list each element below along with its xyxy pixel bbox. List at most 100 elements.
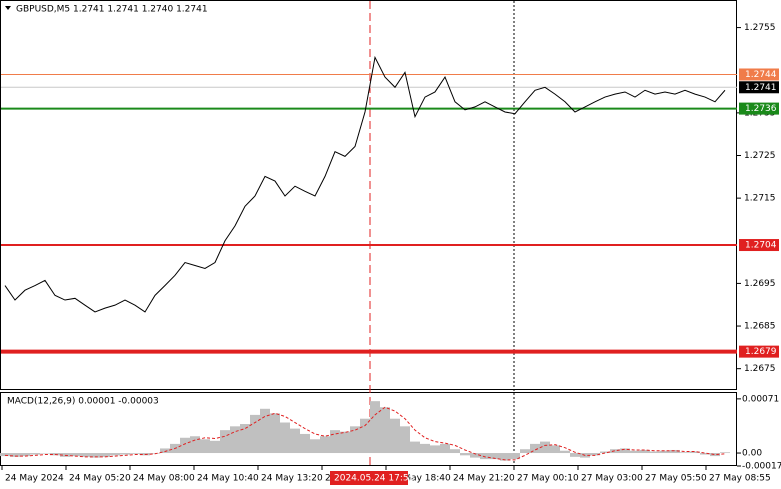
histogram-bar bbox=[210, 440, 220, 454]
histogram-bar bbox=[190, 436, 200, 454]
histogram-bar bbox=[30, 453, 40, 455]
histogram-bar bbox=[240, 424, 250, 454]
x-tick-label: 24 May 21:20 bbox=[453, 474, 515, 484]
title-arrow bbox=[5, 6, 11, 10]
x-tick-label: 27 May 08:55 bbox=[709, 474, 771, 484]
histogram-bar bbox=[700, 453, 710, 455]
histogram-bar bbox=[350, 426, 360, 454]
histogram-bar bbox=[260, 408, 270, 454]
y-tick-label: -0.00017 bbox=[742, 462, 781, 472]
histogram-bar bbox=[670, 449, 680, 454]
level-label: 1.2704 bbox=[745, 241, 777, 251]
histogram-bar bbox=[290, 428, 300, 454]
x-tick-label: 24 May 10:40 bbox=[197, 474, 259, 484]
histogram-bar bbox=[310, 439, 320, 454]
histogram-bar bbox=[610, 449, 620, 454]
histogram-bar bbox=[230, 426, 240, 454]
y-tick-label: 1.2755 bbox=[744, 23, 776, 33]
histogram-bar bbox=[540, 441, 550, 454]
price-pane bbox=[0, 0, 737, 390]
histogram-bar bbox=[200, 439, 210, 454]
histogram-bar bbox=[680, 452, 690, 454]
histogram-bar bbox=[250, 414, 260, 454]
histogram-bar bbox=[380, 407, 390, 454]
histogram-bar bbox=[20, 453, 30, 457]
histogram-bar bbox=[510, 453, 520, 460]
histogram-bar bbox=[560, 450, 570, 454]
histogram-bar bbox=[480, 453, 490, 460]
histogram-bar bbox=[650, 451, 660, 454]
histogram-bar bbox=[630, 450, 640, 454]
x-tick-label: 24 May 05:20 bbox=[69, 474, 131, 484]
x-tick-label: 24 May 2024 bbox=[5, 474, 64, 484]
histogram-bar bbox=[180, 437, 190, 454]
histogram-bar bbox=[430, 445, 440, 454]
histogram-bar bbox=[300, 433, 310, 454]
level-label: 1.2679 bbox=[745, 347, 777, 357]
y-tick-label: 1.2695 bbox=[744, 279, 776, 289]
histogram-bar bbox=[10, 453, 20, 457]
histogram-bar bbox=[120, 453, 130, 455]
histogram-bar bbox=[70, 453, 80, 457]
level-label: 1.2736 bbox=[745, 104, 777, 114]
x-tick-label: 24 May 18:40 bbox=[389, 474, 451, 484]
histogram-bar bbox=[470, 453, 480, 458]
histogram-bar bbox=[270, 413, 280, 454]
y-tick-label: 1.2715 bbox=[744, 194, 776, 204]
chart-title: GBPUSD,M5 1.2741 1.2741 1.2740 1.2741 bbox=[16, 5, 208, 15]
y-tick-label: 1.2675 bbox=[744, 364, 776, 374]
y-tick-label: 1.2725 bbox=[744, 151, 776, 161]
level-label: 1.2744 bbox=[745, 70, 777, 80]
histogram-bar bbox=[90, 453, 100, 458]
x-tick-label: 24 May 08:00 bbox=[133, 474, 195, 484]
x-tick-label: 27 May 03:00 bbox=[581, 474, 643, 484]
histogram-bar bbox=[590, 453, 600, 456]
histogram-bar bbox=[100, 453, 110, 457]
level-label-box bbox=[739, 102, 779, 115]
signal-line bbox=[4, 406, 726, 461]
histogram-bar bbox=[280, 422, 290, 454]
histogram-bar bbox=[690, 451, 700, 454]
histogram-bar bbox=[220, 430, 230, 454]
histogram-bar bbox=[80, 453, 90, 457]
x-tick-label: 24 May 13:20 bbox=[261, 474, 323, 484]
histogram-bar bbox=[440, 443, 450, 454]
histogram-bar bbox=[390, 418, 400, 454]
histogram-bar bbox=[520, 449, 530, 454]
level-label-box bbox=[739, 239, 779, 252]
x-tick-label: 27 May 00:10 bbox=[517, 474, 579, 484]
histogram-bar bbox=[370, 401, 380, 454]
histogram-bar bbox=[530, 443, 540, 454]
histogram-bar bbox=[660, 450, 670, 454]
histogram-bar bbox=[130, 453, 140, 454]
histogram-bar bbox=[360, 418, 370, 454]
level-label-box bbox=[739, 345, 779, 358]
macd-title: MACD(12,26,9) 0.00001 -0.00003 bbox=[7, 397, 159, 407]
y-tick-label: 1.2685 bbox=[744, 322, 776, 332]
crosshair-label-box bbox=[330, 471, 408, 485]
histogram-bar bbox=[600, 451, 610, 454]
level-label-box bbox=[739, 68, 779, 81]
crosshair-label: 2024.05.24 17:55 bbox=[334, 474, 414, 484]
histogram-bar bbox=[450, 449, 460, 454]
histogram-bar bbox=[620, 448, 630, 454]
histogram-bar bbox=[420, 443, 430, 454]
price-line bbox=[4, 55, 726, 313]
current-price-label: 1.2741 bbox=[745, 83, 777, 93]
histogram-bar bbox=[110, 453, 120, 456]
histogram-bar bbox=[490, 453, 500, 460]
histogram-bar bbox=[160, 448, 170, 454]
histogram-bar bbox=[410, 441, 420, 454]
histogram-bar bbox=[400, 426, 410, 454]
histogram-bar bbox=[550, 445, 560, 454]
histogram-bar bbox=[340, 431, 350, 454]
y-tick-label: 0.00071 bbox=[742, 394, 779, 404]
current-price-box bbox=[739, 81, 779, 94]
y-tick-label: 0.00 bbox=[742, 449, 762, 459]
histogram-bar bbox=[330, 430, 340, 454]
histogram-bar bbox=[320, 436, 330, 454]
histogram-bar bbox=[0, 453, 10, 457]
histogram-bar bbox=[460, 453, 470, 456]
histogram-bar bbox=[40, 453, 50, 454]
